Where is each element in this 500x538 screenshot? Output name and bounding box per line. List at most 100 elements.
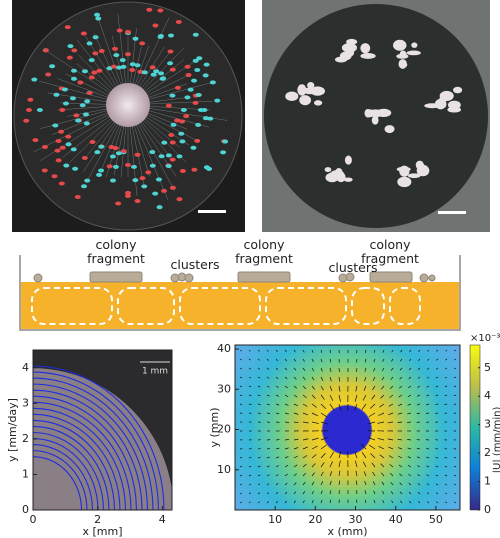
arrow <box>364 499 367 504</box>
arrow <box>248 394 252 397</box>
arrow <box>257 456 261 459</box>
fragment <box>334 56 348 63</box>
arrow <box>368 412 376 417</box>
arrow <box>311 412 318 417</box>
cell-cluster <box>174 85 181 90</box>
arrow <box>257 403 261 406</box>
arrow <box>444 465 448 468</box>
cell-cluster <box>179 168 186 173</box>
arrow <box>320 367 323 372</box>
cell-cluster <box>157 34 164 39</box>
arrow <box>379 403 385 408</box>
arrow <box>329 471 333 477</box>
cell-cluster <box>184 95 191 100</box>
arrow <box>364 376 367 382</box>
arrow <box>248 483 252 486</box>
arrow <box>293 464 298 468</box>
cell-cluster <box>83 121 90 126</box>
cell-cluster <box>195 122 202 127</box>
arrow <box>275 500 278 504</box>
arrow <box>435 376 439 379</box>
arrow <box>379 454 385 459</box>
arrow <box>355 480 358 486</box>
cell-cluster <box>59 108 66 112</box>
arrow <box>391 349 394 353</box>
x-tick-label: 20 <box>308 513 322 526</box>
arrow <box>239 501 242 504</box>
contour <box>32 456 83 511</box>
cell-cluster <box>191 167 198 172</box>
cell-cluster <box>196 56 203 61</box>
cell-cluster <box>125 190 131 195</box>
tank <box>19 255 461 331</box>
colorbar-exponent: ×10⁻³ <box>470 333 500 344</box>
arrow <box>311 421 319 424</box>
cell-cluster <box>71 48 78 53</box>
arrow <box>257 412 261 414</box>
arrow <box>338 470 341 477</box>
arrow <box>320 412 328 418</box>
fragment <box>360 53 376 59</box>
cell-cluster <box>152 23 159 28</box>
arrow <box>338 480 340 486</box>
arrow <box>284 464 289 468</box>
cell-cluster <box>165 103 172 108</box>
arrow <box>373 499 376 504</box>
arrow <box>407 394 412 397</box>
cell-cluster <box>169 93 176 98</box>
arrow <box>239 483 243 486</box>
arrow <box>363 471 367 477</box>
arrow <box>302 500 305 504</box>
arrow <box>417 376 421 379</box>
arrow <box>444 483 448 486</box>
cell-cluster <box>167 33 174 38</box>
arrow <box>388 412 394 416</box>
arrow <box>435 403 439 406</box>
cell-cluster <box>110 64 117 69</box>
arrow <box>435 448 439 450</box>
arrow <box>454 492 457 495</box>
cell-cluster <box>92 51 99 56</box>
fragment <box>347 48 355 57</box>
x-axis-label: x [mm] <box>82 525 122 538</box>
arrow <box>380 463 385 468</box>
cell-cluster <box>65 134 72 139</box>
arrow <box>311 349 314 353</box>
arrow <box>257 367 261 370</box>
arrow <box>380 385 385 390</box>
cell-cluster <box>61 87 68 92</box>
arrow <box>382 349 385 353</box>
contour <box>32 389 143 511</box>
x-tick-label: 40 <box>389 513 403 526</box>
y-tick-label: 20 <box>217 423 231 436</box>
arrow <box>407 439 412 441</box>
cell-cluster <box>23 118 30 123</box>
arrow <box>275 456 280 459</box>
arrow <box>398 394 403 398</box>
cell-cluster <box>214 98 221 103</box>
cell-cluster <box>63 163 70 168</box>
arrow <box>399 385 403 389</box>
cell-cluster <box>149 65 156 70</box>
cell-cluster <box>27 97 34 102</box>
arrow <box>257 448 261 450</box>
cell-cluster <box>125 162 131 167</box>
arrow <box>435 492 439 495</box>
cell-cluster <box>41 168 48 173</box>
arrow <box>444 385 448 388</box>
arrow <box>320 490 323 495</box>
arrow <box>320 394 325 400</box>
arrow <box>266 385 270 388</box>
arrow <box>426 465 430 468</box>
cell-cluster <box>53 92 60 97</box>
arrow <box>390 473 394 477</box>
arrow <box>453 403 457 405</box>
arrow <box>275 358 279 362</box>
arrow <box>284 456 289 459</box>
cell-cluster <box>69 96 76 101</box>
arrow <box>427 349 430 352</box>
arrow <box>356 490 358 495</box>
cell-cluster <box>106 164 113 169</box>
arrow <box>266 501 269 504</box>
